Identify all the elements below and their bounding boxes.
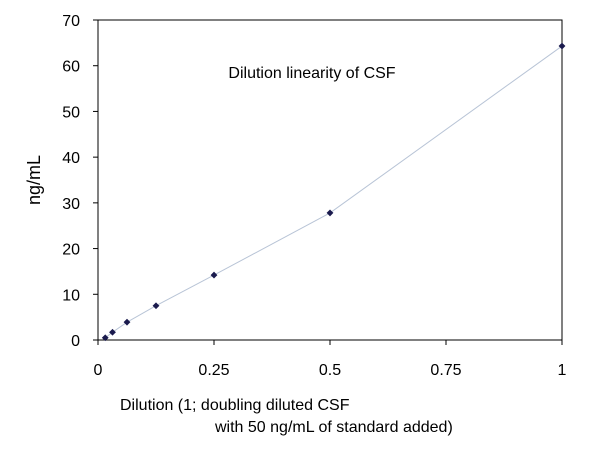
x-axis-title-line-1: Dilution (1; doubling diluted CSF [120, 397, 350, 414]
data-point [558, 42, 566, 50]
data-point [101, 334, 109, 342]
y-axis-title: ng/mL [24, 155, 44, 205]
x-tick-label: 0.25 [198, 362, 229, 379]
x-tick-label: 0 [94, 362, 103, 379]
y-tick-label: 70 [62, 13, 80, 30]
y-tick-label: 10 [62, 287, 80, 304]
x-tick-label: 0.5 [319, 362, 341, 379]
x-tick-label: 1 [558, 362, 567, 379]
data-point [152, 302, 160, 310]
x-tick-label: 0.75 [430, 362, 461, 379]
y-tick-label: 50 [62, 104, 80, 121]
y-tick-label: 30 [62, 196, 80, 213]
axes: 0 10 20 30 40 50 60 70 0 0.25 0.5 0.75 1 [62, 13, 566, 379]
data-series [101, 42, 566, 342]
y-tick-label: 20 [62, 242, 80, 259]
chart-title: Dilution linearity of CSF [228, 65, 395, 82]
data-point [123, 318, 131, 326]
data-point [210, 271, 218, 279]
y-tick-label: 0 [71, 333, 80, 350]
series-line [104, 45, 563, 339]
data-point [326, 209, 334, 217]
y-tick-label: 40 [62, 150, 80, 167]
chart-text: Dilution linearity of CSF ng/mL Dilution… [24, 65, 453, 436]
data-point [109, 328, 116, 336]
x-axis-title-line-2: with 50 ng/mL of standard added) [214, 419, 453, 436]
y-tick-label: 60 [62, 59, 80, 76]
